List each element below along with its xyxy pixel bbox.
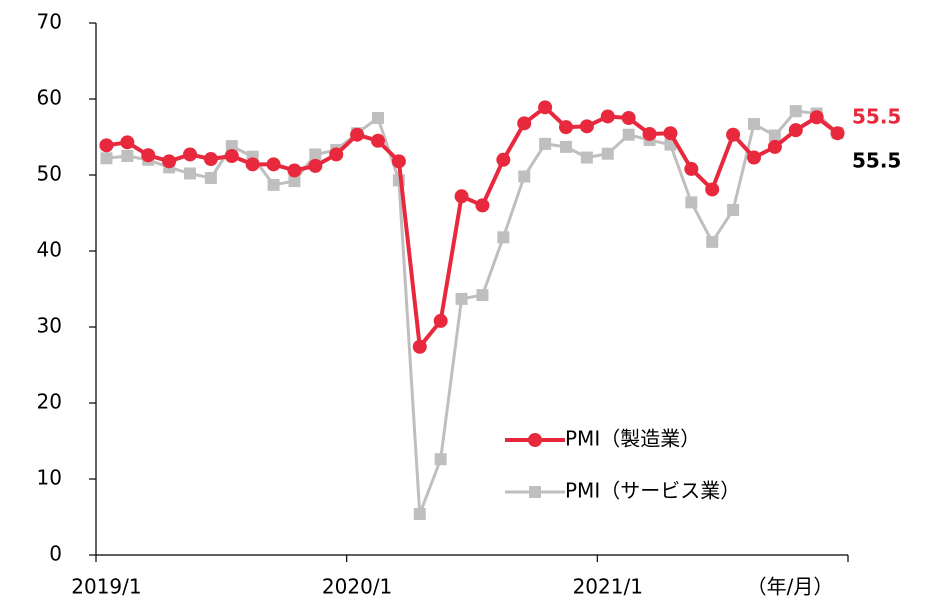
data-point xyxy=(538,100,553,115)
data-point xyxy=(183,147,197,162)
data-point xyxy=(162,154,177,169)
data-point xyxy=(141,148,156,163)
data-point xyxy=(475,198,490,213)
data-point xyxy=(100,152,113,165)
data-point xyxy=(830,126,845,141)
data-point xyxy=(309,148,322,161)
data-point xyxy=(288,175,301,188)
x-tick-label: 2020/1 xyxy=(322,575,392,599)
data-point xyxy=(684,161,699,176)
end-label: 55.5 xyxy=(852,149,901,173)
data-point xyxy=(225,140,238,153)
data-point xyxy=(579,119,594,134)
series-line xyxy=(106,105,839,349)
x-axis-label: （年/月） xyxy=(747,575,834,599)
data-point xyxy=(412,339,427,354)
data-point xyxy=(372,112,384,124)
data-point xyxy=(726,127,741,142)
data-point xyxy=(267,178,280,191)
data-point xyxy=(727,203,740,216)
data-point xyxy=(413,507,426,520)
data-point xyxy=(705,182,720,197)
data-point xyxy=(204,172,217,185)
y-tick-label: 10 xyxy=(37,466,62,490)
legend-label: PMI（サービス業） xyxy=(565,479,740,503)
data-point xyxy=(454,189,469,204)
data-point xyxy=(600,109,615,124)
data-point xyxy=(350,127,365,142)
data-point xyxy=(580,151,593,164)
data-point xyxy=(476,289,489,302)
data-point xyxy=(391,154,406,169)
data-point xyxy=(433,313,448,328)
data-point xyxy=(224,149,239,163)
y-tick-label: 20 xyxy=(37,390,62,414)
data-point xyxy=(621,111,636,125)
data-point xyxy=(455,292,468,305)
data-point xyxy=(120,135,135,150)
data-point xyxy=(809,110,824,125)
data-point xyxy=(203,152,218,167)
data-point xyxy=(788,123,803,138)
data-point xyxy=(601,147,614,160)
data-point xyxy=(748,118,760,131)
data-point xyxy=(622,128,635,141)
data-point xyxy=(497,231,510,244)
legend-label: PMI（製造業） xyxy=(565,427,700,451)
data-point xyxy=(663,126,678,141)
y-tick-label: 40 xyxy=(37,238,62,262)
y-tick-label: 0 xyxy=(49,542,62,566)
data-point xyxy=(184,167,196,180)
data-point xyxy=(768,129,781,142)
data-point xyxy=(329,147,344,162)
data-point xyxy=(747,150,761,165)
data-point xyxy=(266,157,281,172)
data-point xyxy=(245,157,260,172)
legend-marker xyxy=(529,486,541,498)
data-point xyxy=(560,140,572,153)
data-point xyxy=(121,150,134,162)
data-point xyxy=(518,170,531,183)
end-label: 55.5 xyxy=(852,105,901,129)
data-point xyxy=(767,139,782,154)
data-point xyxy=(434,453,447,466)
y-tick-label: 30 xyxy=(37,314,62,338)
data-point xyxy=(99,138,114,153)
y-tick-label: 50 xyxy=(37,162,62,186)
series-line xyxy=(106,109,839,516)
data-point xyxy=(559,120,573,135)
data-point xyxy=(706,235,719,248)
y-tick-label: 70 xyxy=(37,10,62,34)
x-tick-label: 2021/1 xyxy=(573,575,643,599)
legend-marker xyxy=(528,433,542,447)
x-tick-label: 2019/1 xyxy=(71,575,141,599)
data-point xyxy=(371,133,385,148)
data-point xyxy=(789,105,802,118)
data-point xyxy=(517,116,532,131)
data-point xyxy=(685,196,698,209)
y-tick-label: 60 xyxy=(37,86,62,110)
data-point xyxy=(287,163,302,178)
data-point xyxy=(496,152,511,167)
data-point xyxy=(642,126,657,141)
data-point xyxy=(308,158,323,173)
data-point xyxy=(539,137,552,150)
